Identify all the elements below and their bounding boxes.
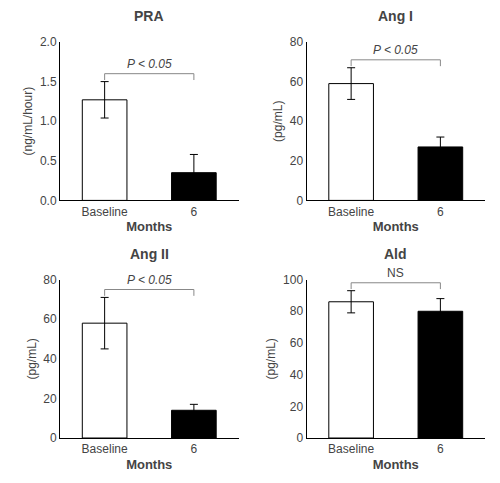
svg-text:Baseline: Baseline (82, 442, 128, 456)
svg-text:20: 20 (290, 154, 304, 168)
svg-text:P < 0.05: P < 0.05 (127, 273, 172, 287)
svg-text:100: 100 (283, 273, 303, 287)
svg-text:0: 0 (296, 194, 303, 208)
svg-text:Baseline: Baseline (328, 442, 374, 456)
svg-text:Ald: Ald (384, 246, 407, 262)
svg-text:Ang II: Ang II (130, 246, 169, 262)
svg-text:1.0: 1.0 (40, 114, 57, 128)
svg-text:40: 40 (290, 114, 304, 128)
svg-text:NS: NS (387, 266, 404, 280)
svg-text:Months: Months (373, 457, 419, 472)
svg-text:6: 6 (437, 442, 444, 456)
svg-text:20: 20 (290, 400, 304, 414)
svg-text:40: 40 (43, 352, 57, 366)
svg-text:Months: Months (373, 219, 419, 234)
svg-text:(pg/mL): (pg/mL) (264, 338, 278, 379)
svg-text:60: 60 (290, 336, 304, 350)
svg-text:80: 80 (43, 273, 57, 287)
svg-text:P < 0.05: P < 0.05 (127, 57, 172, 71)
svg-text:(pg/mL): (pg/mL) (271, 101, 285, 142)
svg-text:Baseline: Baseline (82, 205, 128, 219)
svg-text:0.0: 0.0 (40, 194, 57, 208)
svg-text:PRA: PRA (134, 8, 164, 24)
svg-text:2.0: 2.0 (40, 35, 57, 49)
svg-text:6: 6 (437, 205, 444, 219)
svg-text:80: 80 (290, 304, 304, 318)
svg-text:0.5: 0.5 (40, 154, 57, 168)
svg-text:80: 80 (290, 35, 304, 49)
svg-text:0: 0 (296, 431, 303, 445)
svg-text:60: 60 (43, 312, 57, 326)
svg-text:Months: Months (126, 219, 172, 234)
svg-text:Months: Months (126, 457, 172, 472)
svg-text:1.5: 1.5 (40, 75, 57, 89)
svg-text:6: 6 (191, 442, 198, 456)
svg-text:Ang I: Ang I (378, 8, 413, 24)
svg-text:6: 6 (191, 205, 198, 219)
svg-text:(pg/mL): (pg/mL) (25, 338, 39, 379)
svg-text:40: 40 (290, 368, 304, 382)
svg-text:20: 20 (43, 392, 57, 406)
svg-text:(ng/mL/hour): (ng/mL/hour) (21, 87, 35, 156)
svg-text:Baseline: Baseline (328, 205, 374, 219)
svg-text:60: 60 (290, 75, 304, 89)
svg-text:0: 0 (50, 431, 57, 445)
svg-text:P < 0.05: P < 0.05 (373, 43, 418, 57)
